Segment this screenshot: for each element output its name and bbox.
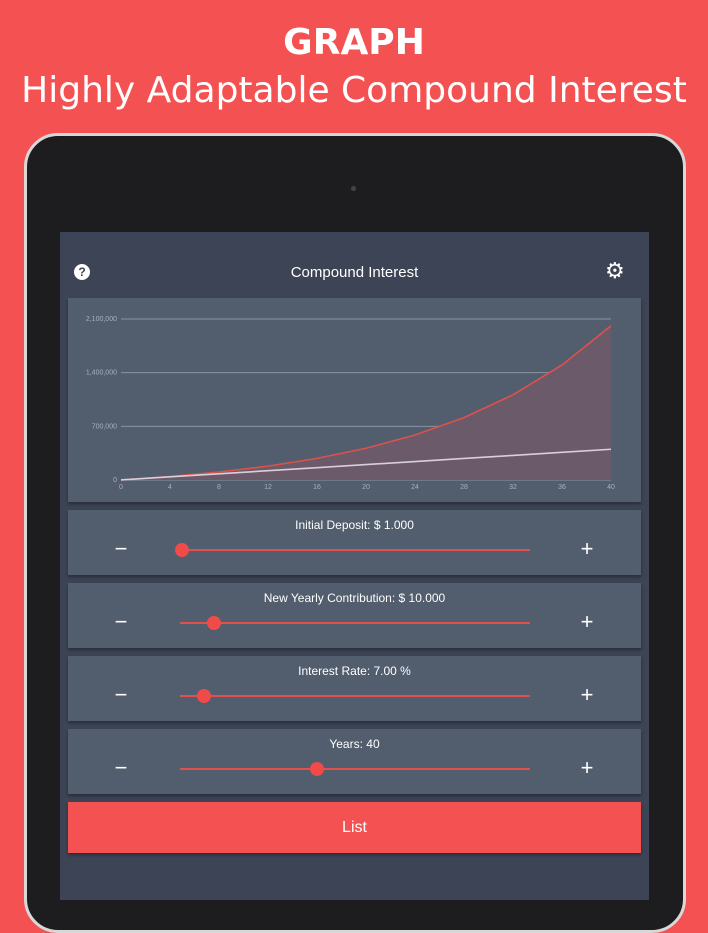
- series-area: [121, 326, 611, 480]
- x-tick-label: 28: [460, 484, 468, 491]
- x-tick-label: 12: [264, 484, 272, 491]
- gear-icon[interactable]: ⚙: [605, 260, 625, 282]
- increment-button[interactable]: +: [572, 682, 602, 708]
- slider-thumb[interactable]: [175, 543, 189, 557]
- x-tick-label: 4: [168, 484, 172, 491]
- x-tick-label: 36: [558, 484, 566, 491]
- chart-card: 0 700,000 1,400,000 2,100,000 0 4 8 12 16 20 24 28 3…: [68, 298, 641, 502]
- decrement-button[interactable]: −: [106, 536, 136, 562]
- slider-label: Years: 40: [68, 737, 641, 751]
- increment-button[interactable]: +: [572, 536, 602, 562]
- slider-track[interactable]: [180, 695, 530, 697]
- slider-label: Interest Rate: 7.00 %: [68, 664, 641, 678]
- slider-card: Initial Deposit: $ 1.000 − +: [68, 510, 641, 575]
- increment-button[interactable]: +: [572, 755, 602, 781]
- growth-chart: 0 700,000 1,400,000 2,100,000 0 4 8 12 16 20 24 28 3…: [68, 298, 641, 502]
- decrement-button[interactable]: −: [106, 609, 136, 635]
- app-screen: ? Compound Interest ⚙ 0 700,000 1,400,000 2…: [60, 232, 649, 900]
- slider-thumb[interactable]: [197, 689, 211, 703]
- x-tick-label: 24: [411, 484, 419, 491]
- slider-card: Years: 40 − +: [68, 729, 641, 794]
- increment-button[interactable]: +: [572, 609, 602, 635]
- list-button[interactable]: List: [68, 802, 641, 853]
- decrement-button[interactable]: −: [106, 755, 136, 781]
- slider-label: New Yearly Contribution: $ 10.000: [68, 591, 641, 605]
- x-tick-label: 16: [313, 484, 321, 491]
- banner-subtitle: Highly Adaptable Compound Interest: [0, 70, 708, 111]
- banner-title: GRAPH: [0, 22, 708, 63]
- x-tick-label: 20: [362, 484, 370, 491]
- slider-card: Interest Rate: 7.00 % − +: [68, 656, 641, 721]
- y-tick-label: 2,100,000: [86, 316, 117, 323]
- y-tick-label: 700,000: [92, 423, 117, 430]
- x-tick-label: 0: [119, 484, 123, 491]
- slider-track[interactable]: [180, 768, 530, 770]
- x-tick-label: 8: [217, 484, 221, 491]
- x-tick-label: 32: [509, 484, 517, 491]
- x-tick-label: 40: [607, 484, 615, 491]
- decrement-button[interactable]: −: [106, 682, 136, 708]
- app-title: Compound Interest: [60, 264, 649, 281]
- y-tick-label: 0: [113, 477, 117, 484]
- camera: [351, 186, 356, 191]
- y-tick-label: 1,400,000: [86, 370, 117, 377]
- slider-thumb[interactable]: [207, 616, 221, 630]
- slider-thumb[interactable]: [310, 762, 324, 776]
- slider-track[interactable]: [180, 549, 530, 551]
- slider-card: New Yearly Contribution: $ 10.000 − +: [68, 583, 641, 648]
- slider-track[interactable]: [180, 622, 530, 624]
- toolbar: ? Compound Interest ⚙: [60, 254, 649, 294]
- slider-label: Initial Deposit: $ 1.000: [68, 518, 641, 532]
